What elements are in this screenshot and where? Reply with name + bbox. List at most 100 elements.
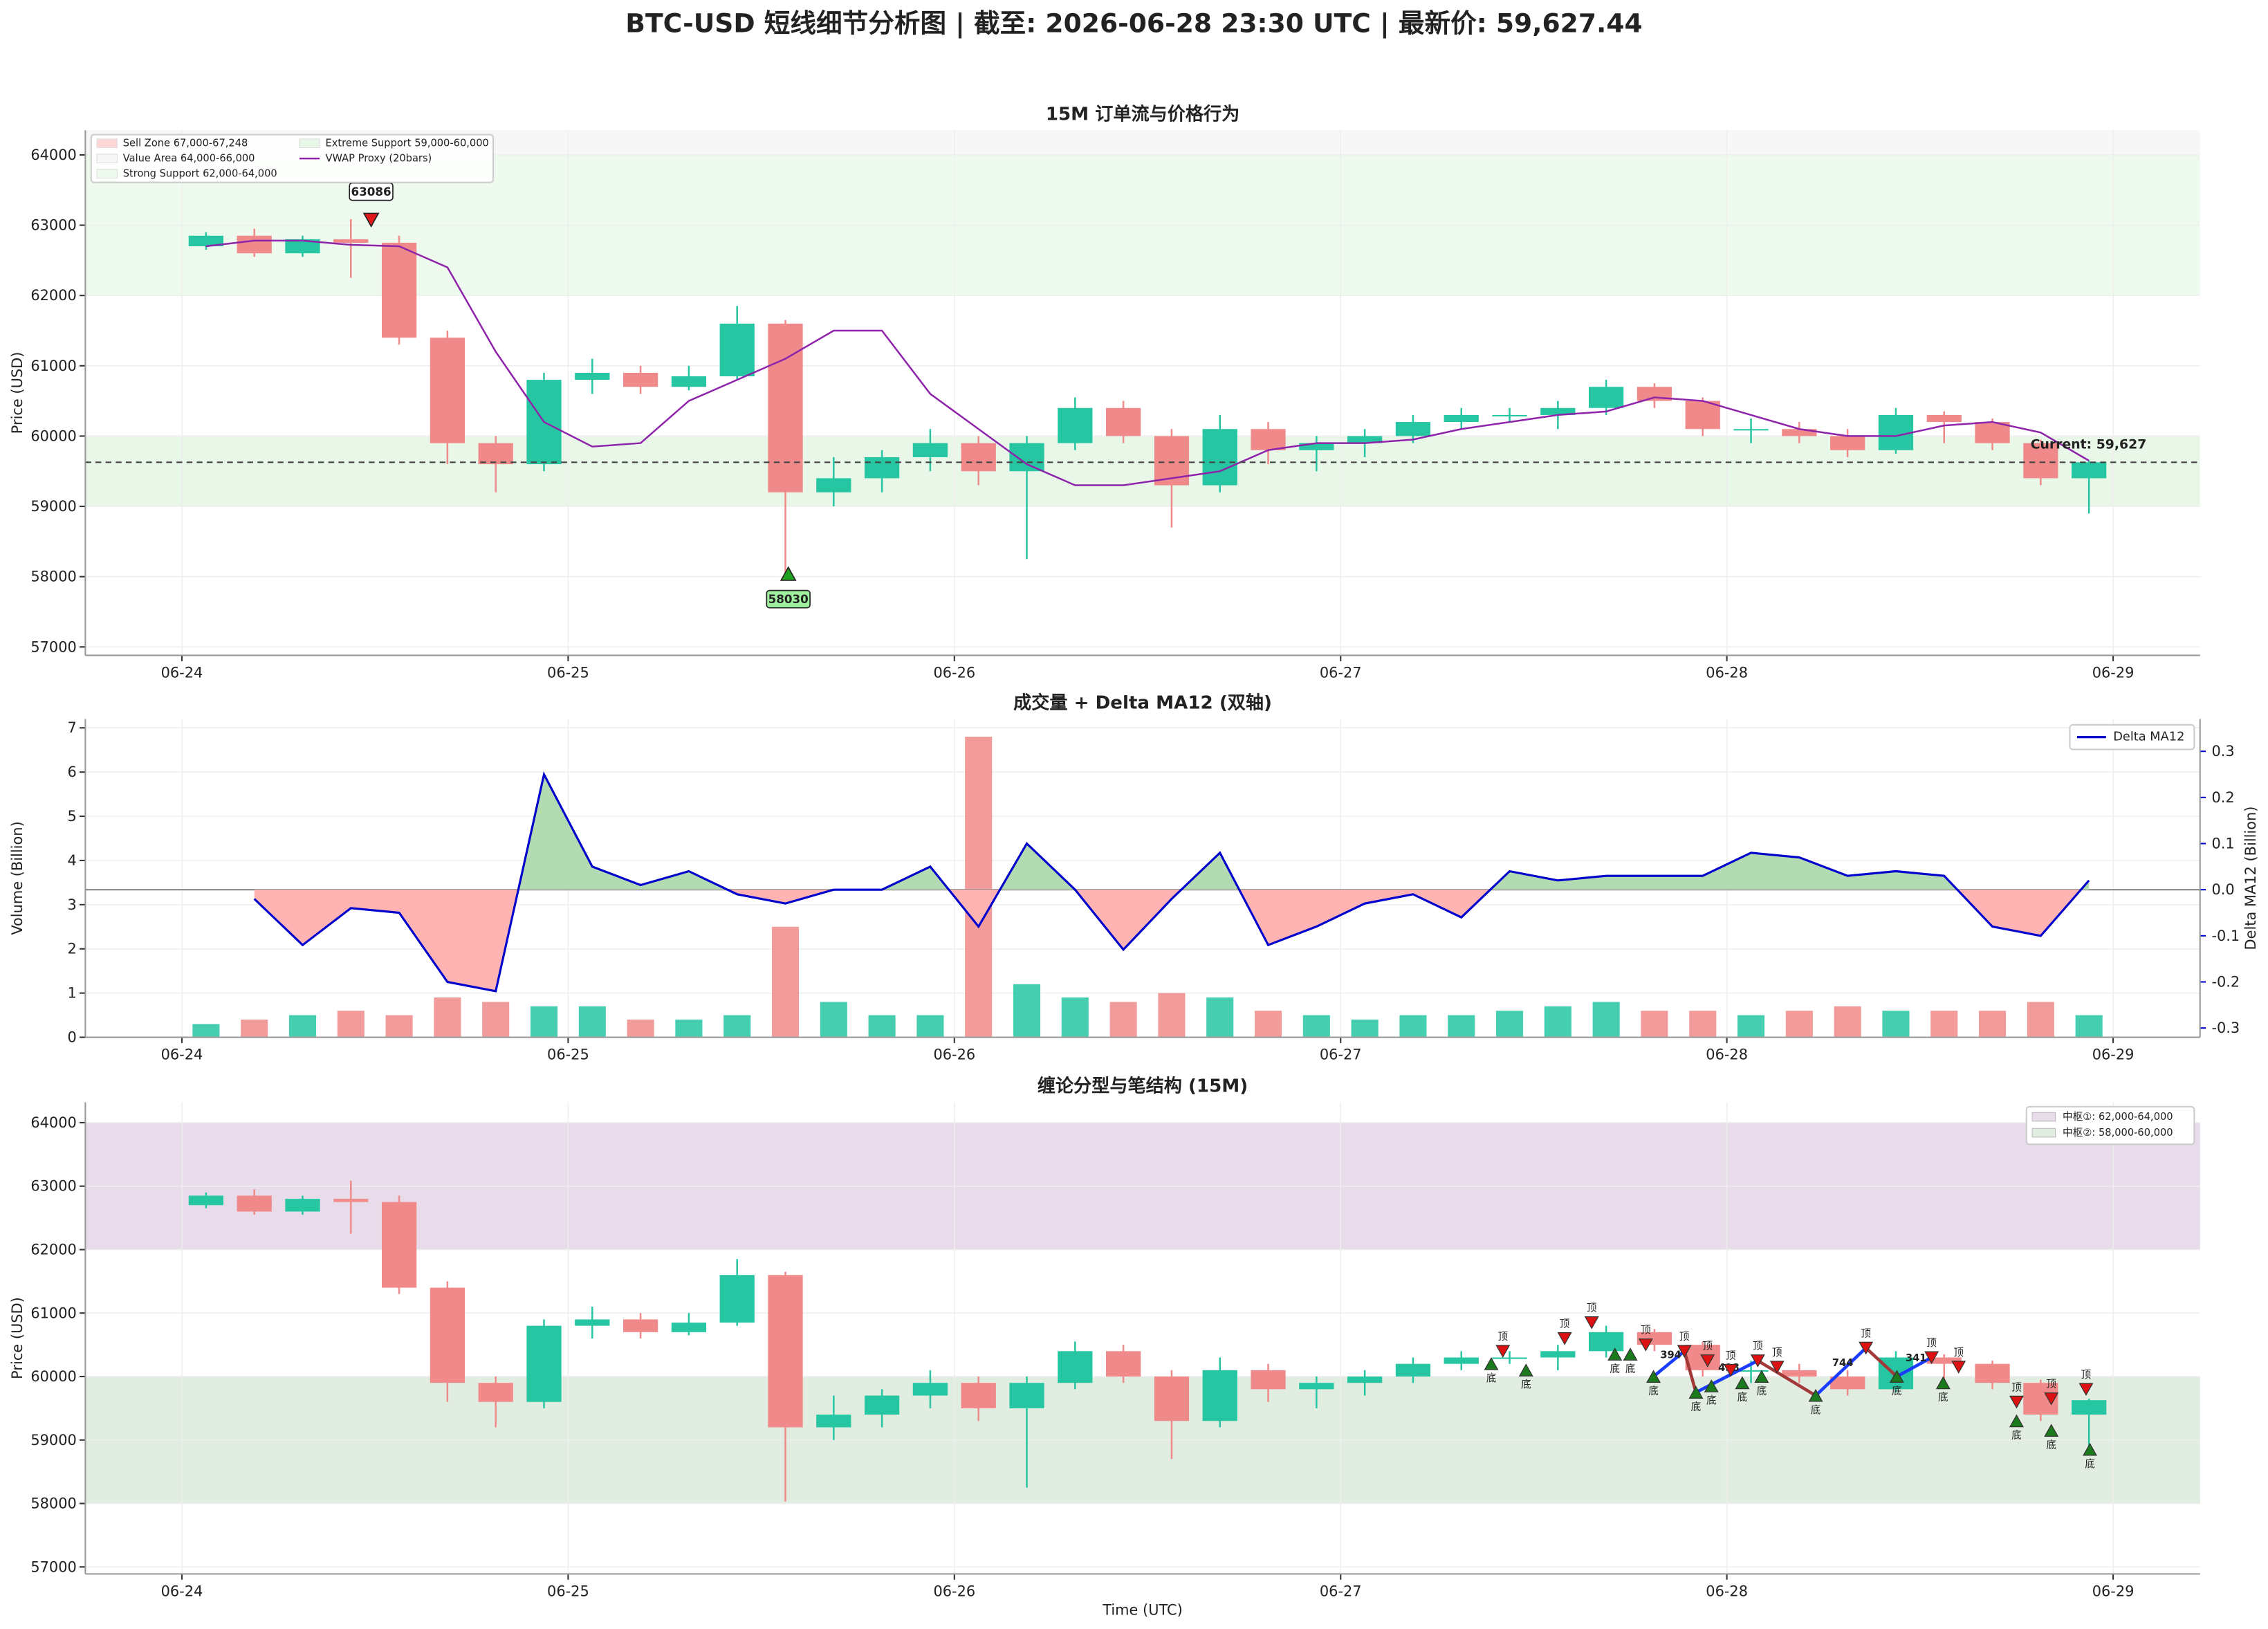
top-fractal: [1924, 1351, 1939, 1365]
candle-body: [1782, 1370, 1817, 1377]
bottom-fractal-label: 底: [1892, 1385, 1902, 1397]
bottom-fractal-label: 底: [1737, 1392, 1748, 1403]
candle-body: [864, 1395, 900, 1415]
y-tick-label: 58000: [30, 1495, 77, 1512]
low-marker: [780, 566, 797, 581]
candle-body: [816, 1415, 851, 1428]
x-tick-label: 06-26: [933, 665, 975, 681]
panel-title: 缠论分型与笔结构 (15M): [1038, 1076, 1248, 1097]
candle-body: [1975, 1363, 2010, 1383]
volume-bar: [1785, 1011, 1813, 1038]
volume-bar: [1930, 1011, 1958, 1038]
volume-bar: [1544, 1006, 1571, 1038]
candle-body: [768, 1275, 803, 1428]
volume-bar: [385, 1015, 413, 1038]
y-tick-label: 2: [68, 941, 77, 957]
candle-body: [961, 443, 996, 472]
volume-bar: [1689, 1011, 1717, 1038]
legend-swatch: [2031, 1112, 2056, 1122]
y-tick-label: 63000: [30, 1178, 77, 1195]
volume-bar: [434, 997, 461, 1038]
volume-bar: [1641, 1011, 1668, 1038]
y2-tick-label: -0.1: [2211, 928, 2240, 944]
x-tick-label: 06-28: [1706, 665, 1748, 681]
top-fractal: [1495, 1345, 1511, 1358]
y-tick-label: 59000: [30, 498, 77, 515]
top-fractal: [1584, 1316, 1599, 1329]
top-fractal-label: 顶: [1679, 1331, 1690, 1343]
candle-body: [1926, 414, 1962, 423]
y-tick-label: 60000: [30, 1368, 77, 1385]
top-fractal: [1951, 1361, 1966, 1374]
candle-body: [1685, 401, 1720, 430]
bottom-fractal: [1607, 1347, 1623, 1361]
candle-body: [430, 1287, 465, 1383]
candle-body: [1251, 429, 1286, 450]
y-tick-label: 63000: [30, 217, 77, 234]
candle-body: [912, 443, 948, 457]
volume-bar: [1013, 984, 1041, 1038]
legend-box: [2069, 724, 2195, 751]
x-tick-label: 06-29: [2092, 1047, 2135, 1063]
candle-body: [1347, 1377, 1383, 1383]
bottom-fractal: [1518, 1363, 1533, 1377]
volume-bar: [1061, 997, 1089, 1038]
candle-body: [1830, 436, 1865, 450]
figure-title: BTC-USD 短线细节分析图 | 截至: 2026-06-28 23:30 U…: [625, 8, 1642, 39]
y2-tick-label: 0.3: [2211, 743, 2234, 760]
bottom-fractal-label: 底: [1486, 1372, 1497, 1384]
volume-bar: [675, 1019, 703, 1038]
candle-body: [285, 1199, 320, 1212]
x-tick-label: 06-27: [1320, 1047, 1362, 1063]
legend-swatch: [96, 169, 118, 178]
top-fractal: [2009, 1395, 2024, 1409]
candle-body: [1975, 422, 2010, 443]
volume-bar: [820, 1002, 847, 1038]
top-fractal-label: 顶: [1953, 1347, 1964, 1359]
volume-bar: [482, 1002, 510, 1038]
top-fractal-label: 顶: [2046, 1379, 2056, 1390]
stroke-segment: [1652, 1350, 1686, 1378]
x-tick-label: 06-27: [1320, 665, 1362, 681]
stroke-segment: [1865, 1347, 1898, 1378]
bottom-fractal: [1484, 1357, 1499, 1370]
candle-body: [671, 376, 707, 387]
y-tick-label: 64000: [30, 147, 77, 163]
volume-bar: [1302, 1015, 1330, 1038]
top-fractal-label: 顶: [1587, 1303, 1597, 1314]
candle-body: [478, 443, 513, 465]
vwap-line: [205, 239, 2090, 486]
x-tick-label: 06-26: [933, 1047, 975, 1063]
candle-body: [1540, 1351, 1576, 1358]
candle-body: [2072, 1400, 2107, 1415]
high-marker: [362, 212, 380, 228]
candle-body: [430, 338, 465, 443]
stroke-segment: [1814, 1347, 1868, 1397]
candle-body: [1154, 1377, 1190, 1421]
volume-bar: [1834, 1006, 1861, 1038]
y-axis-label: Price (USD): [9, 352, 26, 434]
volume-bar: [965, 737, 993, 1038]
candle-body: [719, 1275, 755, 1323]
bottom-fractal: [1889, 1370, 1904, 1383]
bottom-fractal-label: 底: [1691, 1401, 1702, 1412]
top-fractal-label: 顶: [1861, 1327, 1871, 1339]
y-tick-label: 57000: [30, 1558, 77, 1575]
candle-body: [1492, 1357, 1527, 1359]
candle-body: [1347, 436, 1383, 443]
stroke-segment: [1695, 1359, 1759, 1395]
candle-body: [671, 1323, 707, 1332]
legend-box: [90, 134, 495, 183]
stroke-label: 394: [1660, 1350, 1681, 1361]
x-tick-label: 06-27: [1320, 1583, 1362, 1599]
stroke-label: 341: [1906, 1352, 1927, 1364]
y-tick-label: 3: [68, 896, 77, 913]
y-axis-label: Price (USD): [9, 1297, 26, 1379]
bottom-fractal: [1754, 1370, 1769, 1383]
candle-body: [623, 1319, 658, 1332]
x-axis-label: Time (UTC): [1102, 1602, 1183, 1619]
candle-body: [719, 323, 755, 377]
candle-body: [526, 1325, 562, 1402]
candle-body: [912, 1383, 948, 1396]
top-fractal-label: 顶: [2011, 1381, 2022, 1393]
